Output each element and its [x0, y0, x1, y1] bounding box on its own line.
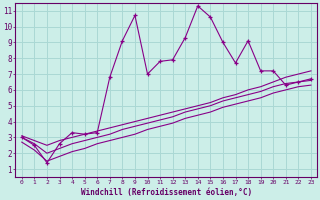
- X-axis label: Windchill (Refroidissement éolien,°C): Windchill (Refroidissement éolien,°C): [81, 188, 252, 197]
